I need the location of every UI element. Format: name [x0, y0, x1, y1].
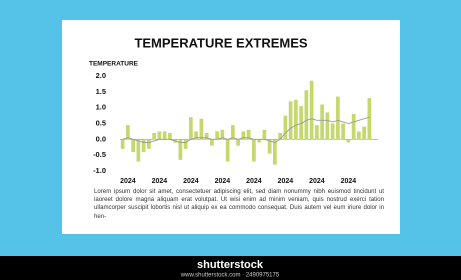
bar [183, 139, 188, 149]
bar [320, 104, 324, 140]
bar [225, 139, 230, 162]
bar [252, 139, 256, 162]
bar [283, 115, 288, 140]
x-tick-label: 2024 [246, 178, 262, 185]
bar [178, 139, 183, 160]
y-tick-label: 1.5 [96, 87, 106, 96]
x-tick-label: 2024 [309, 178, 325, 185]
bar [367, 98, 372, 140]
bar [357, 131, 361, 140]
bar [241, 131, 246, 140]
y-tick-label: 1.0 [96, 103, 106, 112]
bar [126, 125, 130, 140]
bar [262, 129, 267, 140]
bar [210, 139, 214, 146]
y-tick-label: -1.0 [93, 166, 106, 175]
bar [194, 131, 198, 140]
trend-line [122, 116, 370, 143]
bar [147, 139, 151, 149]
y-tick-label: -0.5 [93, 150, 106, 159]
bar [168, 133, 172, 140]
bar [236, 139, 240, 146]
bar [294, 99, 298, 140]
bar [152, 133, 156, 140]
bar [325, 112, 330, 140]
x-tick-label: 2024 [120, 178, 136, 185]
y-tick-label: 2.0 [96, 71, 106, 80]
bar [346, 139, 351, 143]
watermark-caption: www.shutterstock.com · 2490975175 [180, 273, 280, 279]
watermark-brand: shutterstock [197, 259, 264, 271]
y-tick-label: 0.5 [96, 118, 106, 127]
x-tick-label: 2024 [152, 178, 168, 185]
bar [246, 129, 251, 140]
y-tick-label: 0.0 [96, 134, 106, 143]
bar [304, 90, 309, 140]
watermark-bar [0, 256, 461, 280]
chart-title: TEMPERATURE EXTREMES [134, 35, 307, 50]
bar [299, 106, 303, 140]
bar [157, 131, 162, 140]
bar [215, 131, 219, 140]
bar [267, 139, 272, 154]
bar [120, 139, 125, 149]
y-axis-label: TEMPERATURE [89, 61, 139, 68]
bar [204, 133, 209, 140]
bar [341, 123, 345, 140]
bar [288, 101, 293, 140]
bar [273, 139, 277, 165]
bar [189, 117, 193, 140]
x-tick-label: 2024 [278, 178, 294, 185]
bar [162, 131, 167, 140]
bar [257, 139, 261, 143]
bar [330, 123, 335, 140]
x-tick-label: 2024 [215, 178, 231, 185]
bar [231, 125, 235, 140]
bar [309, 80, 314, 140]
bar [315, 125, 319, 140]
bar [136, 139, 141, 162]
bar [351, 114, 356, 140]
bar [362, 126, 366, 140]
bar [220, 129, 225, 140]
bar [278, 133, 282, 140]
x-tick-label: 2024 [183, 178, 199, 185]
bar [131, 139, 135, 152]
bar [199, 118, 204, 140]
bar [336, 96, 340, 140]
x-tick-label: 2024 [341, 178, 357, 185]
bar [141, 139, 146, 152]
description: Lorem ipsum dolor sit amet, consectetuer… [94, 188, 384, 220]
